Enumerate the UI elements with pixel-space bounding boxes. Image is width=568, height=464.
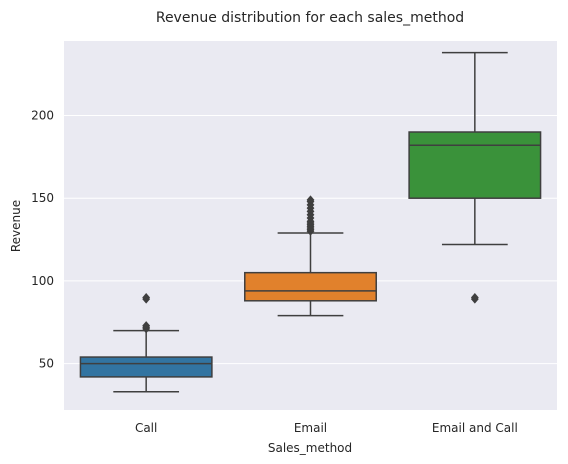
x-tick-label: Call bbox=[135, 421, 157, 435]
outlier-point bbox=[142, 321, 151, 331]
y-axis-label: Revenue bbox=[9, 200, 23, 252]
box-iqr bbox=[408, 131, 542, 199]
boxes bbox=[79, 51, 542, 393]
x-axis-ticks: Call Email Email and Call bbox=[135, 421, 518, 435]
y-axis-ticks: 50 100 150 200 bbox=[31, 108, 54, 370]
outlier-point bbox=[470, 293, 479, 302]
x-tick-label: Email bbox=[294, 421, 327, 435]
x-tick-label: Email and Call bbox=[432, 421, 518, 435]
box-email bbox=[244, 195, 377, 317]
y-tick-label: 100 bbox=[31, 274, 54, 288]
y-tick-label: 150 bbox=[31, 191, 54, 205]
box-iqr bbox=[79, 356, 213, 378]
chart-title: Revenue distribution for each sales_meth… bbox=[156, 10, 464, 26]
box-call bbox=[79, 293, 213, 393]
outlier-point bbox=[306, 195, 315, 205]
box-email-and-call bbox=[408, 51, 542, 304]
y-tick-label: 200 bbox=[31, 108, 54, 122]
outlier-point bbox=[142, 293, 151, 302]
y-tick-label: 50 bbox=[39, 357, 54, 371]
box-iqr bbox=[244, 271, 377, 302]
x-axis-label: Sales_method bbox=[268, 441, 352, 455]
